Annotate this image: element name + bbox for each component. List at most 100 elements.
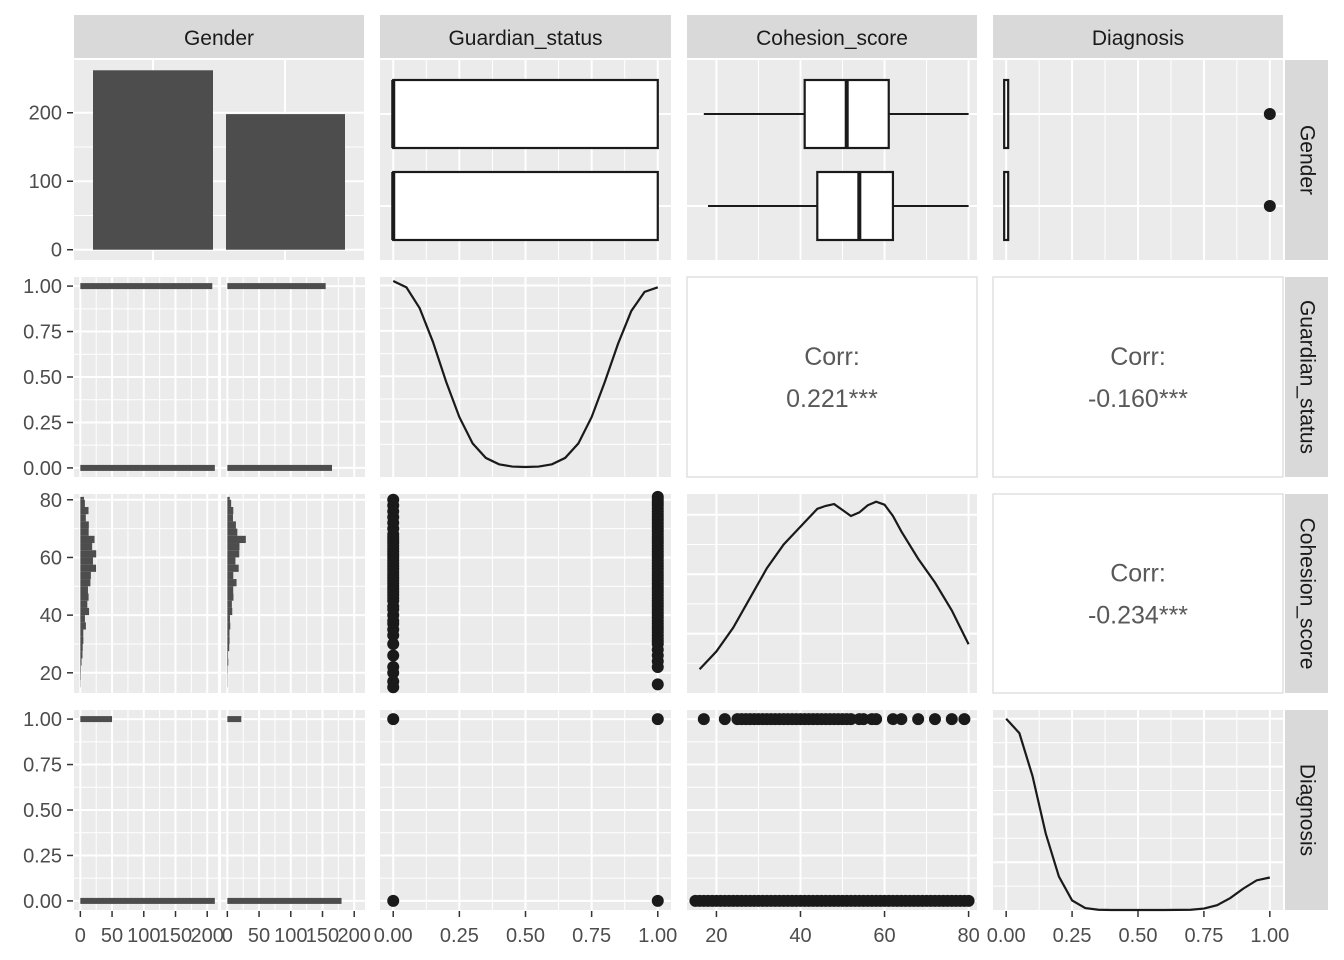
cohesion-hist-bar xyxy=(80,593,89,601)
guardian-cohesion-point xyxy=(387,675,400,688)
guardian-cohesion-point xyxy=(651,490,664,503)
guardian-cohesion-point xyxy=(651,678,664,691)
x-tick-label: 100 xyxy=(274,925,307,947)
diagnosis-cohesion-point xyxy=(870,713,883,726)
y-tick-label: 200 xyxy=(29,103,62,125)
diagnosis-guardian-point xyxy=(387,894,400,907)
cohesion-hist-bar xyxy=(227,535,246,544)
cohesion-hist-bar xyxy=(80,665,81,673)
x-tick-label: 20 xyxy=(705,925,727,947)
cohesion-hist-bar xyxy=(80,629,84,637)
cohesion-hist-bar xyxy=(80,543,93,551)
y-tick-label: 100 xyxy=(29,171,62,193)
x-tick-label: 80 xyxy=(957,925,979,947)
x-tick-label: 1.00 xyxy=(1250,925,1289,947)
correlation-panel xyxy=(686,276,978,478)
guardian-box xyxy=(392,78,659,150)
x-tick-label: 0.75 xyxy=(1184,925,1223,947)
column-strip xyxy=(993,15,1283,58)
diagnosis-count-bar xyxy=(227,897,342,904)
y-tick-label: 0.00 xyxy=(23,458,62,480)
diagnosis-guardian-point xyxy=(387,713,400,726)
y-tick-label: 40 xyxy=(40,605,62,627)
y-tick-label: 0.75 xyxy=(23,322,62,344)
correlation-label: Corr: xyxy=(1110,560,1166,588)
x-tick-label: 50 xyxy=(248,925,270,947)
cohesion-hist-bar xyxy=(80,571,91,580)
cohesion-hist-bar xyxy=(80,528,89,536)
column-strip-label: Cohesion_score xyxy=(756,27,908,50)
row-strip xyxy=(1285,277,1328,477)
x-tick-label: 0.75 xyxy=(572,925,611,947)
guardian-cohesion-point xyxy=(387,637,400,650)
x-tick-label: 150 xyxy=(306,925,339,947)
correlation-panel xyxy=(992,276,1284,478)
cohesion-hist-bar xyxy=(80,506,89,515)
x-tick-label: 0.00 xyxy=(374,925,413,947)
cohesion-hist-bar xyxy=(227,514,233,522)
cohesion-hist-bar xyxy=(227,506,234,515)
cohesion-hist-bar xyxy=(227,593,234,601)
x-tick-label: 100 xyxy=(127,925,160,947)
y-tick-label: 60 xyxy=(40,547,62,569)
panel-background xyxy=(221,494,365,693)
diagnosis-cohesion-point xyxy=(945,713,958,726)
cohesion-hist-bar xyxy=(227,557,236,565)
cohesion-hist-bar xyxy=(80,607,90,616)
cohesion-hist-bar xyxy=(80,658,82,666)
diagnosis-outlier xyxy=(1263,108,1276,120)
correlation-value: -0.160*** xyxy=(1088,385,1188,413)
x-tick-label: 150 xyxy=(159,925,192,947)
row-strip-label: Gender xyxy=(1295,125,1318,195)
correlation-value: -0.234*** xyxy=(1088,602,1188,630)
cohesion-hist-bar xyxy=(227,643,230,652)
y-tick-label: 80 xyxy=(40,490,62,512)
guardian-cohesion-point xyxy=(387,493,400,506)
guardian-count-bar xyxy=(80,283,213,290)
cohesion-hist-bar xyxy=(227,629,230,637)
y-tick-label: 1.00 xyxy=(23,709,62,731)
cohesion-hist-bar xyxy=(227,521,236,529)
cohesion-hist-bar xyxy=(227,586,234,594)
x-tick-label: 0.25 xyxy=(440,925,479,947)
column-strip xyxy=(380,15,671,58)
cohesion-hist-bar xyxy=(80,535,95,544)
y-tick-label: 0.00 xyxy=(23,891,62,913)
x-tick-label: 0 xyxy=(75,925,86,947)
cohesion-hist-bar xyxy=(80,564,97,572)
guardian-cohesion-point xyxy=(387,661,400,674)
cohesion-hist-bar xyxy=(80,622,86,630)
y-tick-label: 1.00 xyxy=(23,276,62,298)
y-tick-label: 0.25 xyxy=(23,845,62,867)
cohesion-hist-bar xyxy=(227,571,234,580)
cohesion-hist-bar xyxy=(227,600,232,608)
row-strip-label: Cohesion_score xyxy=(1295,518,1318,670)
cohesion-hist-bar xyxy=(227,651,229,659)
y-tick-label: 0 xyxy=(51,240,62,262)
y-tick-label: 0.75 xyxy=(23,755,62,777)
x-tick-label: 60 xyxy=(873,925,895,947)
diagnosis-count-bar xyxy=(80,716,113,723)
diagnosis-cohesion-point xyxy=(697,713,710,726)
diagnosis-cohesion-point xyxy=(895,713,908,726)
diagnosis-box xyxy=(1003,170,1010,242)
x-tick-label: 0.50 xyxy=(1119,925,1158,947)
cohesion-hist-bar xyxy=(227,550,240,558)
x-tick-label: 40 xyxy=(789,925,811,947)
diagnosis-guardian-point xyxy=(651,713,664,726)
x-tick-label: 0 xyxy=(222,925,233,947)
correlation-label: Corr: xyxy=(1110,343,1166,371)
row-strip-label: Diagnosis xyxy=(1295,764,1318,856)
cohesion-hist-bar xyxy=(227,615,230,623)
diagnosis-outlier xyxy=(1263,200,1276,212)
cohesion-hist-bar xyxy=(80,600,88,608)
correlation-panel xyxy=(992,493,1284,694)
y-tick-label: 20 xyxy=(40,663,62,685)
diagnosis-cohesion-point xyxy=(844,713,857,726)
guardian-count-bar xyxy=(227,464,333,471)
cohesion-box xyxy=(816,170,895,242)
cohesion-hist-bar xyxy=(80,557,93,565)
x-tick-label: 0.25 xyxy=(1053,925,1092,947)
cohesion-hist-bar xyxy=(80,499,85,507)
